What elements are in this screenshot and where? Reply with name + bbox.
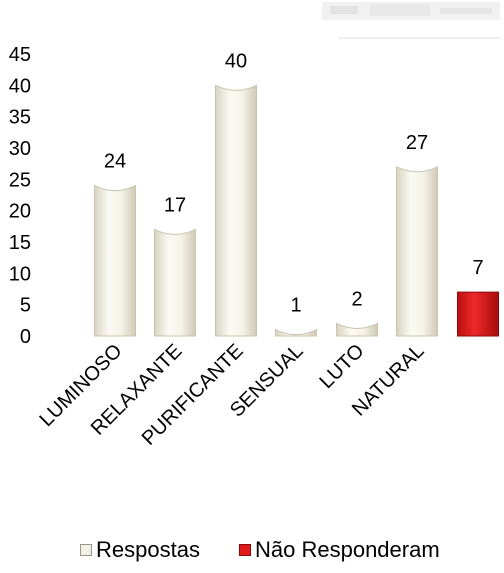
y-tick-label: 10 — [9, 263, 31, 285]
legend-swatch-nao-responderam — [239, 544, 251, 556]
data-labels: 24 17 40 1 2 27 7 — [104, 50, 484, 316]
data-label: 27 — [406, 132, 428, 154]
bar — [94, 184, 136, 337]
legend-swatch-respostas — [80, 544, 92, 556]
y-tick-label: 0 — [20, 326, 31, 348]
bar — [215, 84, 257, 337]
category-label: LUTO — [316, 340, 369, 393]
data-label: 7 — [472, 257, 483, 279]
bar — [275, 328, 317, 337]
legend-item-respostas: Respostas — [80, 537, 200, 563]
legend-item-nao-responderam: Não Responderam — [239, 537, 440, 563]
y-axis: 0 5 10 15 20 25 30 35 40 45 — [9, 44, 31, 348]
bar — [154, 228, 196, 337]
bar — [457, 291, 499, 337]
data-label: 17 — [164, 194, 186, 216]
y-tick-label: 30 — [9, 138, 31, 160]
y-tick-label: 20 — [9, 201, 31, 223]
legend: Respostas Não Responderam — [0, 537, 504, 573]
legend-label-nao-responderam: Não Responderam — [255, 537, 440, 562]
y-tick-label: 35 — [9, 107, 31, 129]
data-label: 40 — [225, 50, 247, 72]
bar — [336, 322, 378, 337]
bar — [396, 166, 438, 337]
data-label: 2 — [351, 288, 362, 310]
y-tick-label: 15 — [9, 232, 31, 254]
y-tick-label: 45 — [9, 44, 31, 66]
y-tick-label: 5 — [20, 295, 31, 317]
background-texture — [322, 2, 500, 39]
data-label: 24 — [104, 151, 126, 173]
y-tick-label: 25 — [9, 169, 31, 191]
data-label: 1 — [290, 295, 301, 317]
legend-label-respostas: Respostas — [96, 537, 200, 562]
y-tick-label: 40 — [9, 75, 31, 97]
bars — [94, 84, 499, 337]
